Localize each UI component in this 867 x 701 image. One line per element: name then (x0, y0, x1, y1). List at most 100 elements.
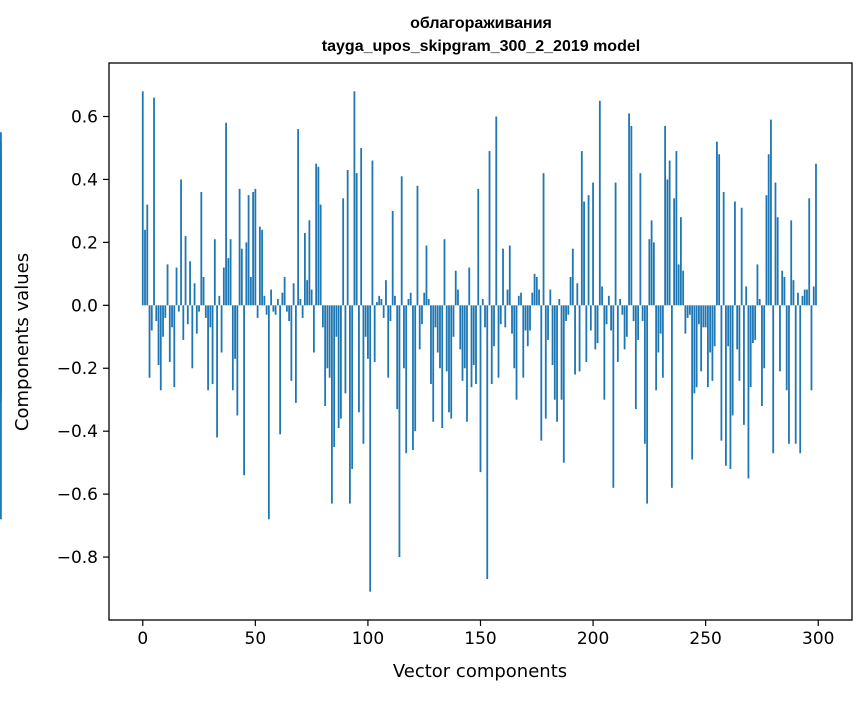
bar (648, 239, 651, 306)
bar (308, 220, 311, 306)
bar (353, 91, 356, 306)
bar (360, 147, 363, 306)
bar (0, 305, 2, 394)
bar (585, 305, 588, 362)
bar (213, 239, 216, 306)
bar (567, 305, 570, 315)
bar (583, 201, 585, 306)
bar (556, 305, 558, 422)
x-tick-label: 150 (464, 629, 496, 649)
bar (479, 305, 482, 473)
bar (776, 217, 779, 306)
bar (385, 280, 387, 306)
bar (679, 217, 682, 306)
bar (452, 305, 455, 337)
bar (292, 283, 295, 306)
bar (630, 125, 633, 306)
bar (779, 305, 781, 372)
bar (281, 292, 284, 306)
bar (245, 242, 248, 306)
bar (216, 305, 218, 438)
x-tick-label: 100 (352, 629, 384, 649)
bar (511, 305, 513, 334)
bar (713, 305, 716, 347)
bar (675, 151, 678, 306)
bar (373, 305, 376, 362)
bar (454, 270, 457, 306)
bar (146, 204, 149, 306)
bar (218, 295, 221, 306)
bar (254, 188, 257, 306)
bar (349, 305, 351, 504)
bar (808, 198, 811, 306)
bar (542, 173, 545, 306)
bar (815, 163, 817, 306)
bar (578, 305, 581, 372)
bar (684, 305, 687, 334)
bar (209, 305, 212, 328)
bar (234, 305, 236, 359)
bar (177, 305, 180, 312)
x-axis-ticks: 0 50 100 150 200 250 300 (137, 620, 834, 649)
bar (495, 116, 498, 306)
bar (716, 141, 718, 306)
bar (720, 305, 723, 441)
bar (256, 305, 259, 318)
bar (558, 299, 561, 306)
bar (477, 188, 480, 306)
bar (772, 305, 775, 454)
bar (290, 305, 293, 381)
bar (529, 305, 531, 331)
bar (524, 305, 527, 331)
bar (283, 276, 286, 306)
bar (267, 305, 270, 520)
bar (382, 305, 385, 318)
bar (646, 305, 649, 504)
bar (686, 305, 689, 318)
bar (144, 229, 146, 306)
bar (171, 305, 173, 328)
bar (270, 289, 273, 306)
bar (231, 305, 234, 391)
bar (794, 305, 797, 444)
bar (702, 305, 705, 328)
bar (391, 210, 394, 306)
bar (517, 295, 520, 306)
bar (628, 113, 630, 306)
bar (445, 305, 448, 372)
bar (412, 305, 414, 451)
bar (261, 229, 263, 306)
bar (571, 248, 574, 306)
bar (159, 305, 162, 391)
bar (767, 154, 770, 306)
bar (441, 305, 444, 429)
bar (403, 305, 405, 369)
bar (765, 195, 768, 306)
bar (752, 305, 754, 344)
bar (182, 305, 185, 340)
bar (263, 295, 266, 306)
bar (198, 305, 200, 312)
bar (544, 305, 547, 419)
x-tick-label: 50 (245, 629, 267, 649)
bar (168, 305, 171, 362)
bar (184, 236, 187, 306)
bar (376, 302, 378, 306)
bar (580, 151, 583, 306)
y-tick-label: 0.0 (71, 296, 98, 316)
bar (405, 305, 408, 454)
bar (799, 305, 802, 454)
y-tick-label: −0.4 (57, 422, 98, 442)
bar (443, 239, 446, 306)
bar (337, 305, 340, 429)
bar (673, 198, 676, 306)
bar (634, 305, 637, 410)
bar (754, 305, 757, 340)
bar (265, 305, 268, 315)
bar (562, 305, 565, 463)
bar (340, 305, 342, 419)
bar (358, 305, 360, 413)
bar (344, 305, 347, 394)
bar (565, 305, 567, 322)
bar (202, 276, 205, 306)
